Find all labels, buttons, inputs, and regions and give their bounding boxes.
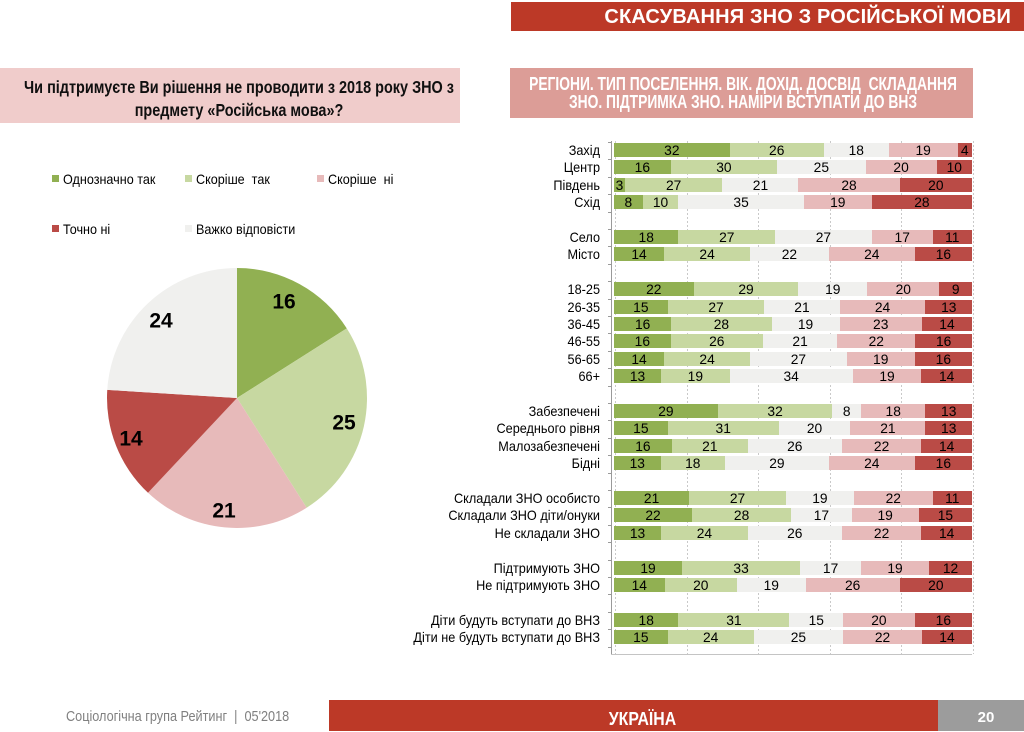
svg-text:24: 24 <box>149 310 173 333</box>
svg-text:16: 16 <box>272 291 295 314</box>
svg-text:21: 21 <box>212 500 236 523</box>
svg-text:14: 14 <box>119 428 143 451</box>
svg-text:25: 25 <box>332 412 356 435</box>
